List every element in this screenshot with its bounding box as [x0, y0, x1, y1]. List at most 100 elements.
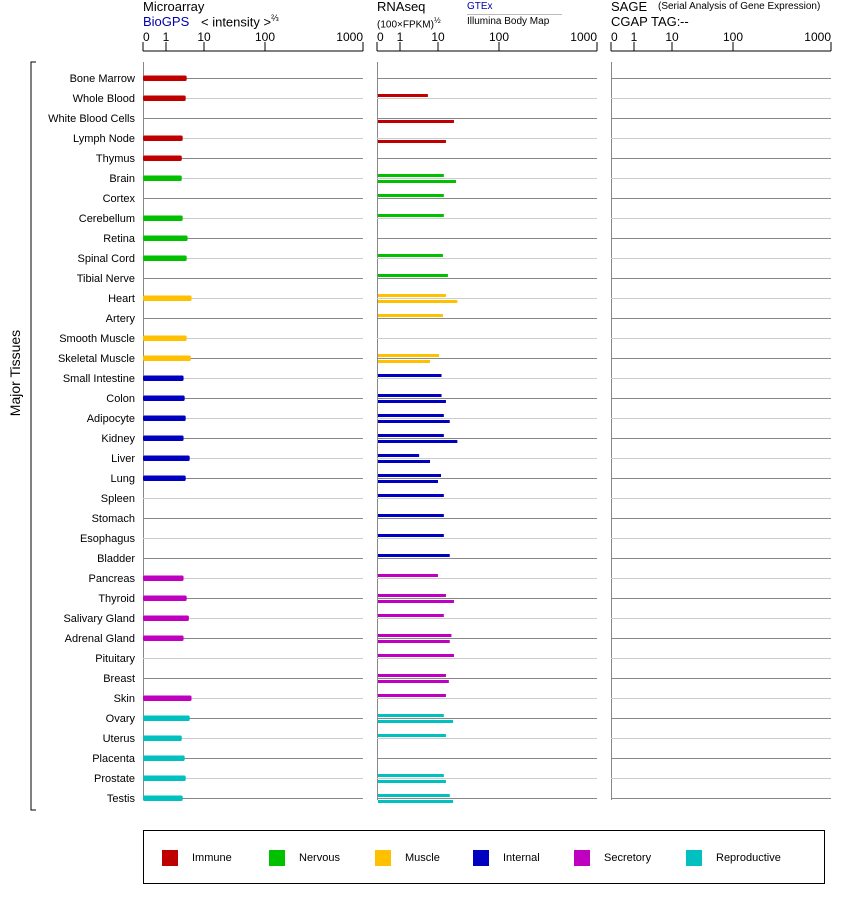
rnaseq-title: RNAseq — [377, 0, 426, 14]
illumina-bar — [378, 800, 454, 803]
microarray-bar — [143, 735, 182, 741]
microarray-bar — [143, 235, 188, 241]
tissue-label: Cortex — [103, 193, 136, 205]
gtex-bar — [378, 674, 446, 677]
gtex-bar — [378, 594, 446, 597]
tissue-label: Retina — [103, 233, 136, 245]
tissue-label: Liver — [111, 453, 135, 465]
tissue-label: Smooth Muscle — [59, 333, 135, 345]
microarray-bar — [143, 155, 182, 161]
legend-label: Internal — [503, 852, 540, 864]
gtex-bar — [378, 414, 444, 417]
tissue-label: White Blood Cells — [48, 113, 135, 125]
microarray-unit: < intensity >⅔ — [201, 13, 279, 29]
tissue-label: Placenta — [92, 753, 136, 765]
tissue-label: Spleen — [101, 493, 135, 505]
rnaseq-exponent: ½ — [433, 16, 441, 25]
x-tick-label: 100 — [489, 30, 509, 44]
gtex-bar — [378, 274, 448, 277]
legend-label: Nervous — [299, 852, 340, 864]
tissue-label: Bone Marrow — [70, 73, 135, 85]
gtex-bar — [378, 474, 442, 477]
tissue-label: Small Intestine — [63, 373, 135, 385]
microarray-bar — [143, 635, 184, 641]
tissue-label: Tibial Nerve — [77, 273, 135, 285]
tissue-label: Esophagus — [80, 533, 136, 545]
x-tick-label: 10 — [431, 30, 445, 44]
microarray-bar — [143, 395, 185, 401]
x-tick-label: 100 — [255, 30, 275, 44]
gtex-bar — [378, 714, 444, 717]
legend-item-reproductive: Reproductive — [686, 850, 781, 866]
legend-swatch — [473, 850, 489, 866]
tissue-label: Testis — [107, 793, 136, 805]
tissue-label: Breast — [103, 673, 135, 685]
illumina-bar — [378, 180, 457, 183]
legend-item-secretory: Secretory — [574, 850, 651, 866]
microarray-bar — [143, 695, 192, 701]
gtex-bar — [378, 354, 439, 357]
cgap-tag-value: -- — [680, 14, 689, 29]
tissue-label: Skin — [114, 693, 135, 705]
microarray-bar — [143, 355, 191, 361]
gtex-bar — [378, 774, 444, 777]
major-tissues-bracket — [30, 61, 36, 811]
gtex-bar — [378, 654, 454, 657]
tissue-label: Adrenal Gland — [65, 633, 135, 645]
legend-item-internal: Internal — [473, 850, 540, 866]
rnaseq-unit: (100×FPKM)½ — [377, 16, 441, 30]
illumina-bar — [378, 720, 454, 723]
tissue-label: Ovary — [106, 713, 136, 725]
gtex-bar — [378, 374, 442, 377]
microarray-bar — [143, 755, 185, 761]
microarray-source-link[interactable]: BioGPS — [143, 14, 190, 29]
tissue-label: Brain — [109, 173, 135, 185]
gtex-bar — [378, 494, 444, 497]
tissue-label: Artery — [106, 313, 136, 325]
tissue-label: Heart — [108, 293, 135, 305]
illumina-bar — [378, 360, 431, 363]
source-divider — [467, 14, 562, 15]
gtex-bar — [378, 454, 420, 457]
illumina-bar — [378, 140, 446, 143]
x-tick-label: 10 — [197, 30, 211, 44]
legend-swatch — [375, 850, 391, 866]
tissue-label: Bladder — [97, 553, 135, 565]
tissue-label: Whole Blood — [73, 93, 135, 105]
microarray-bar — [143, 75, 187, 81]
illumina-bar — [378, 480, 438, 483]
x-tick-label: 0 — [611, 30, 618, 44]
microarray-bar — [143, 795, 183, 801]
legend-swatch — [686, 850, 702, 866]
microarray-bar — [143, 375, 184, 381]
tissue-label: Spinal Cord — [78, 253, 135, 265]
legend-label: Reproductive — [716, 852, 781, 864]
tissue-label: Thyroid — [98, 593, 135, 605]
gtex-bar — [378, 634, 452, 637]
cgap-tag-label: CGAP TAG: — [611, 14, 681, 29]
tissue-label: Thymus — [96, 153, 136, 165]
illumina-bar — [378, 440, 458, 443]
gtex-bar — [378, 214, 444, 217]
legend-label: Muscle — [405, 852, 440, 864]
legend-swatch — [162, 850, 178, 866]
x-tick-label: 1000 — [804, 30, 831, 44]
illumina-body-map-label: Illumina Body Map — [467, 16, 550, 27]
illumina-bar — [378, 420, 450, 423]
microarray-bar — [143, 475, 186, 481]
microarray-bar — [143, 595, 187, 601]
gtex-bar — [378, 554, 450, 557]
gtex-bar — [378, 254, 443, 257]
microarray-bar — [143, 255, 187, 261]
gtex-bar — [378, 294, 446, 297]
gtex-bar — [378, 694, 446, 697]
x-tick-label: 1 — [163, 30, 170, 44]
gtex-bar — [378, 514, 444, 517]
sage-title: SAGE — [611, 0, 648, 14]
illumina-bar — [378, 120, 454, 123]
gtex-link[interactable]: GTEx — [467, 1, 493, 12]
tissue-label: Uterus — [103, 733, 136, 745]
x-tick-label: 0 — [377, 30, 384, 44]
microarray-bar — [143, 415, 186, 421]
gtex-bar — [378, 434, 444, 437]
